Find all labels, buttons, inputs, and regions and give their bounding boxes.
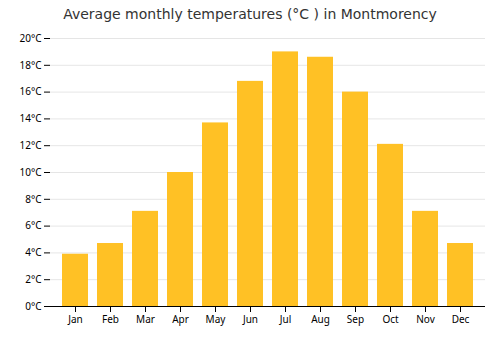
svg-text:10°C: 10°C [19, 165, 42, 179]
svg-text:May: May [206, 312, 227, 326]
svg-text:Aug: Aug [311, 312, 330, 326]
svg-text:Jul: Jul [279, 312, 292, 326]
svg-text:Mar: Mar [136, 312, 155, 326]
svg-text:12°C: 12°C [19, 138, 42, 152]
svg-text:4°C: 4°C [25, 245, 42, 259]
svg-text:Dec: Dec [452, 312, 470, 326]
svg-text:Oct: Oct [382, 312, 399, 326]
svg-text:Jan: Jan [67, 312, 83, 326]
svg-text:20°C: 20°C [19, 31, 42, 45]
svg-text:16°C: 16°C [19, 84, 42, 98]
svg-text:14°C: 14°C [19, 111, 42, 125]
html-text:Average monthly temperatures (: Average monthly temperatures (°C ) in Mo… [63, 6, 437, 22]
svg-text:Jun: Jun [242, 312, 258, 326]
svg-text:Nov: Nov [416, 312, 435, 326]
svg-text:Feb: Feb [102, 312, 119, 326]
svg-text:2°C: 2°C [25, 272, 42, 286]
svg-text:8°C: 8°C [25, 192, 42, 206]
svg-text:0°C: 0°C [25, 299, 42, 313]
svg-text:Apr: Apr [172, 312, 189, 326]
svg-text:6°C: 6°C [25, 218, 42, 232]
svg-text:18°C: 18°C [19, 58, 42, 72]
svg-text:Sep: Sep [347, 312, 364, 326]
